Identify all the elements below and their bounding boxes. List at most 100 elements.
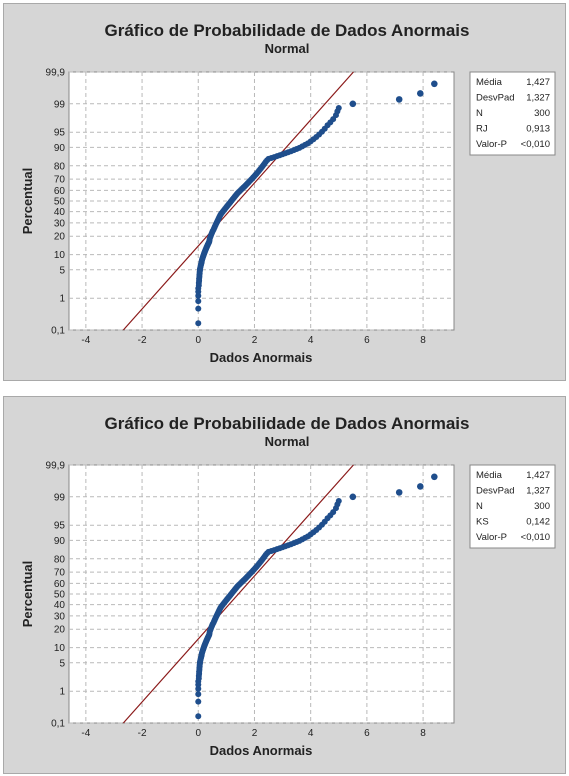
- data-point: [195, 691, 202, 698]
- stat-label: Média: [476, 470, 503, 481]
- y-tick-label: 20: [54, 625, 66, 636]
- y-tick-label: 40: [54, 600, 66, 611]
- y-tick-label: 50: [54, 197, 66, 208]
- y-tick-label: 1: [59, 294, 65, 305]
- x-tick-labels: -4 -2 0 2 4 6 8: [81, 335, 426, 346]
- y-tick-label: 60: [54, 186, 66, 197]
- chart-subtitle: Normal: [265, 41, 310, 56]
- stat-value: <0,010: [521, 532, 550, 543]
- y-tick-label: 95: [54, 521, 66, 532]
- y-tick-label: 0,1: [51, 719, 65, 730]
- stats-table: Média 1,427 DesvPad 1,327 N 300 KS 0,142 Valor-P…: [476, 470, 550, 543]
- stat-value: 0,913: [526, 124, 550, 135]
- y-tick-label: 50: [54, 590, 66, 601]
- x-tick-label: -4: [81, 728, 90, 739]
- stats-box: [469, 71, 556, 156]
- y-tick-label: 90: [54, 143, 66, 154]
- x-tick-label: 8: [420, 335, 426, 346]
- y-tick-label: 20: [54, 232, 66, 243]
- stats-table: Média 1,427 DesvPad 1,327 N 300 RJ 0,913 Valor-P…: [476, 77, 550, 150]
- probability-plot-panel: Gráfico de Probabilidade de Dados Anorma…: [3, 3, 566, 381]
- outlier-point: [395, 96, 403, 103]
- stat-label: Valor-P: [476, 532, 507, 543]
- data-point: [195, 320, 202, 327]
- x-tick-label: -2: [138, 335, 147, 346]
- chart-title: Gráfico de Probabilidade de Dados Anorma…: [105, 21, 470, 40]
- stat-label: DesvPad: [476, 486, 515, 497]
- y-tick-label: 99,9: [46, 461, 66, 472]
- fit-line-segment: [122, 464, 354, 724]
- y-tick-label: 40: [54, 207, 66, 218]
- y-tick-label: 5: [59, 658, 65, 669]
- x-tick-label: -2: [138, 728, 147, 739]
- x-tick-label: 6: [364, 335, 370, 346]
- data-point: [195, 713, 202, 720]
- y-tick-label: 70: [54, 175, 66, 186]
- outlier-point: [349, 493, 357, 501]
- chart-title: Gráfico de Probabilidade de Dados Anorma…: [105, 414, 470, 433]
- probability-plot-1: Gráfico de Probabilidade de Dados Anorma…: [20, 21, 556, 365]
- fit-line: [122, 464, 354, 724]
- stat-label: N: [476, 108, 483, 119]
- stat-value: 0,142: [526, 517, 550, 528]
- y-axis-label: Percentual: [20, 168, 35, 234]
- stat-value: 1,427: [526, 77, 550, 88]
- y-tick-label: 99: [54, 99, 66, 110]
- probability-plot-2: Gráfico de Probabilidade de Dados Anorma…: [20, 414, 556, 758]
- outlier-point: [431, 80, 438, 88]
- data-point: [195, 698, 202, 705]
- y-tick-label: 99,9: [46, 68, 66, 79]
- x-tick-label: 2: [252, 335, 258, 346]
- x-tick-label: 4: [308, 728, 314, 739]
- data-points: [195, 473, 438, 720]
- y-tick-label: 1: [59, 687, 65, 698]
- y-tick-label: 0,1: [51, 326, 65, 337]
- y-tick-label: 90: [54, 536, 66, 547]
- data-point: [195, 305, 202, 312]
- outlier-point: [416, 483, 424, 490]
- y-tick-label: 95: [54, 128, 66, 139]
- x-tick-label: 4: [308, 335, 314, 346]
- x-tick-label: -4: [81, 335, 90, 346]
- x-tick-label: 0: [195, 335, 201, 346]
- stat-value: 1,327: [526, 93, 550, 104]
- data-point: [195, 298, 202, 305]
- stat-label: N: [476, 501, 483, 512]
- fit-line: [122, 71, 354, 331]
- stat-label: Valor-P: [476, 139, 507, 150]
- y-tick-label: 30: [54, 611, 66, 622]
- stat-label: KS: [476, 517, 489, 528]
- stat-value: 300: [534, 501, 550, 512]
- stat-value: 1,427: [526, 470, 550, 481]
- y-tick-label: 80: [54, 554, 66, 565]
- y-tick-label: 5: [59, 265, 65, 276]
- x-tick-label: 2: [252, 728, 258, 739]
- y-tick-label: 60: [54, 579, 66, 590]
- outlier-point: [395, 489, 403, 496]
- y-tick-label: 10: [54, 250, 66, 261]
- stat-value: 300: [534, 108, 550, 119]
- y-tick-label: 99: [54, 492, 66, 503]
- y-tick-label: 80: [54, 161, 66, 172]
- chart-subtitle: Normal: [265, 434, 310, 449]
- y-tick-label: 10: [54, 643, 66, 654]
- outlier-point: [416, 90, 424, 97]
- stats-box: [469, 464, 556, 549]
- data-point: [335, 497, 342, 504]
- stat-value: 1,327: [526, 486, 550, 497]
- x-tick-label: 8: [420, 728, 426, 739]
- x-axis-label: Dados Anormais: [210, 743, 313, 758]
- fit-line-segment: [122, 71, 354, 331]
- outlier-point: [349, 100, 357, 108]
- data-point: [335, 104, 342, 111]
- stat-label: DesvPad: [476, 93, 515, 104]
- gridlines: [69, 71, 454, 331]
- x-tick-label: 0: [195, 728, 201, 739]
- x-axis-label: Dados Anormais: [210, 350, 313, 365]
- stat-label: Média: [476, 77, 503, 88]
- y-tick-label: 70: [54, 568, 66, 579]
- x-tick-labels: -4 -2 0 2 4 6 8: [81, 728, 426, 739]
- probability-plot-panel: Gráfico de Probabilidade de Dados Anorma…: [3, 396, 566, 774]
- y-tick-label: 30: [54, 218, 66, 229]
